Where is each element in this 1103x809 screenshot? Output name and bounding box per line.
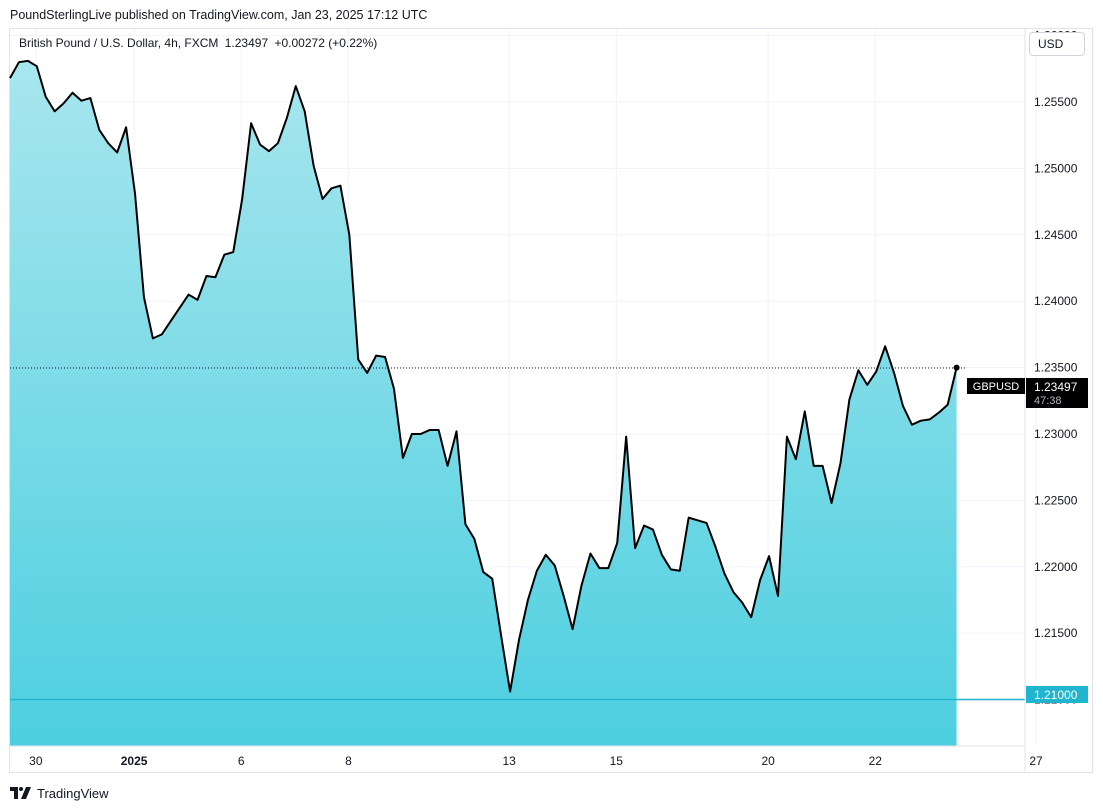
x-tick-label: 15	[610, 754, 624, 768]
countdown-timer: 47:38	[1034, 395, 1062, 407]
y-tick-label: 1.21500	[1034, 626, 1078, 640]
last-point-dot	[953, 364, 960, 371]
last-price-tag-value: 1.23497	[1034, 380, 1078, 394]
y-tick-label: 1.24000	[1034, 294, 1078, 308]
symbol-tag-label: GBPUSD	[973, 381, 1020, 393]
tradingview-logo-icon	[10, 787, 31, 799]
area-fill	[10, 60, 957, 747]
x-tick-label: 22	[869, 754, 883, 768]
symbol-legend: British Pound / U.S. Dollar, 4h, FXCM 1.…	[19, 36, 380, 50]
last-price: 1.23497	[224, 36, 269, 50]
y-tick-label: 1.22500	[1034, 493, 1078, 507]
price-change: +0.00272 (+0.22%)	[274, 36, 378, 50]
y-tick-label: 1.23500	[1034, 361, 1078, 375]
x-axis[interactable]: 30 2025 6 8 13 15 20 22 27	[10, 29, 1043, 773]
x-tick-label: 8	[345, 754, 352, 768]
publisher-attribution: PoundSterlingLive published on TradingVi…	[10, 8, 428, 22]
x-tick-label: 20	[761, 754, 775, 768]
x-tick-label: 27	[1029, 754, 1043, 768]
x-tick-label: 6	[238, 754, 245, 768]
x-tick-label: 2025	[121, 754, 148, 768]
y-tick-label: 1.23000	[1034, 427, 1078, 441]
y-tick-label: 1.24500	[1034, 228, 1078, 242]
x-tick-label: 13	[502, 754, 516, 768]
y-tick-label: 1.25500	[1034, 95, 1078, 109]
y-tick-label: 1.22000	[1034, 560, 1078, 574]
level-tag-bg	[1026, 686, 1088, 703]
x-tick-label: 30	[29, 754, 43, 768]
symbol-tag-bg	[967, 378, 1025, 394]
chart-frame	[9, 28, 1093, 773]
series-area	[9, 59, 1025, 747]
level-tag-value: 1.21000	[1034, 688, 1078, 702]
price-line	[9, 59, 958, 693]
price-tags: GBPUSD 1.23497 47:38 1.21000	[967, 378, 1088, 703]
symbol-description[interactable]: British Pound / U.S. Dollar, 4h, FXCM	[19, 36, 219, 50]
y-axis[interactable]: 1.260001.255001.250001.245001.240001.235…	[1034, 29, 1078, 707]
brand-name: TradingView	[37, 785, 109, 801]
currency-button[interactable]: USD	[1029, 32, 1085, 56]
last-price-tag-bg	[1026, 378, 1088, 408]
y-tick-label: 1.25000	[1034, 161, 1078, 175]
tradingview-logo[interactable]: TradingView	[10, 784, 109, 802]
